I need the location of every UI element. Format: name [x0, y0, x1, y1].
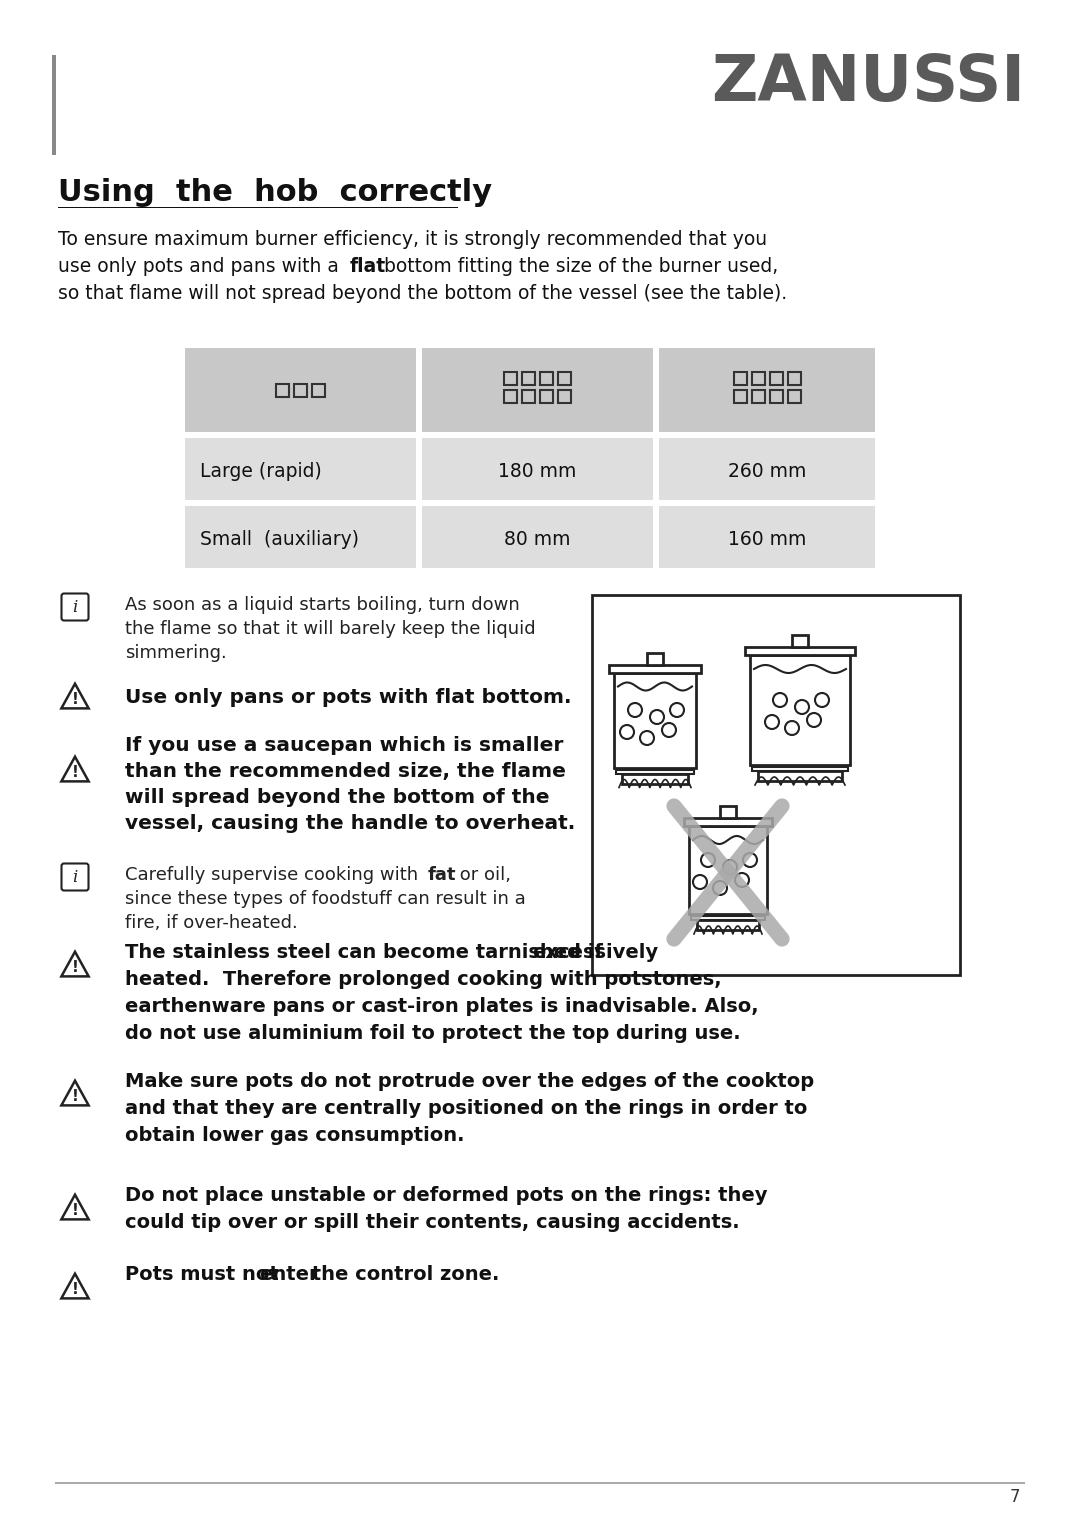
Text: bottom fitting the size of the burner used,: bottom fitting the size of the burner us…	[378, 257, 779, 276]
Bar	[609, 665, 701, 673]
Text: so that flame will not spread beyond the bottom of the vessel (see the table).: so that flame will not spread beyond the…	[58, 283, 787, 303]
Bar	[52, 55, 56, 155]
Text: Small  (auxiliary): Small (auxiliary)	[200, 530, 359, 548]
Text: To ensure maximum burner efficiency, it is strongly recommended that you: To ensure maximum burner efficiency, it …	[58, 230, 767, 250]
Bar	[312, 383, 325, 397]
Text: !: !	[71, 1282, 79, 1298]
Bar	[592, 594, 960, 974]
Bar	[689, 826, 767, 915]
Bar	[752, 371, 765, 385]
Text: As soon as a liquid starts boiling, turn down: As soon as a liquid starts boiling, turn…	[125, 596, 519, 614]
Text: do not use aluminium foil to protect the top during use.: do not use aluminium foil to protect the…	[125, 1023, 741, 1043]
Text: !: !	[71, 1089, 79, 1105]
Bar	[769, 371, 783, 385]
Text: than the recommended size, the flame: than the recommended size, the flame	[125, 761, 566, 781]
Text: If you use a saucepan which is smaller: If you use a saucepan which is smaller	[125, 735, 564, 755]
Text: since these types of foodstuff can result in a: since these types of foodstuff can resul…	[125, 890, 526, 908]
Text: 7: 7	[1010, 1488, 1020, 1506]
Bar	[55, 1481, 1025, 1485]
Bar	[422, 438, 653, 499]
Text: will spread beyond the bottom of the: will spread beyond the bottom of the	[125, 787, 550, 807]
Text: i: i	[72, 599, 78, 616]
Text: Do not place unstable or deformed pots on the rings: they: Do not place unstable or deformed pots o…	[125, 1186, 768, 1206]
Text: 180 mm: 180 mm	[498, 463, 577, 481]
Text: flat: flat	[350, 257, 387, 276]
Bar	[522, 389, 535, 403]
Bar	[787, 389, 800, 403]
Bar	[752, 389, 765, 403]
Bar	[622, 774, 688, 783]
Bar	[750, 656, 850, 764]
Bar	[684, 818, 772, 826]
Text: heated.  Therefore prolonged cooking with potstones,: heated. Therefore prolonged cooking with…	[125, 970, 721, 990]
Text: 160 mm: 160 mm	[728, 530, 806, 548]
Bar	[787, 371, 800, 385]
Text: Carefully supervise cooking with: Carefully supervise cooking with	[125, 866, 423, 884]
Text: Use only pans or pots with flat bottom.: Use only pans or pots with flat bottom.	[125, 688, 571, 706]
Text: Using  the  hob  correctly: Using the hob correctly	[58, 178, 492, 207]
Bar	[294, 383, 307, 397]
Bar	[616, 769, 694, 774]
Bar	[659, 506, 875, 568]
Bar	[504, 389, 517, 403]
Bar	[558, 389, 571, 403]
Bar	[752, 768, 848, 771]
Text: or oil,: or oil,	[454, 866, 511, 884]
Text: could tip over or spill their contents, causing accidents.: could tip over or spill their contents, …	[125, 1213, 740, 1232]
Bar	[185, 438, 416, 499]
Text: vessel, causing the handle to overheat.: vessel, causing the handle to overheat.	[125, 813, 576, 833]
Bar	[185, 348, 416, 432]
Bar	[758, 771, 842, 781]
Text: !: !	[71, 692, 79, 708]
Text: !: !	[71, 961, 79, 976]
Bar	[276, 383, 289, 397]
Bar	[647, 653, 663, 665]
Bar	[422, 506, 653, 568]
Bar	[504, 371, 517, 385]
Text: simmering.: simmering.	[125, 643, 227, 662]
Text: and that they are centrally positioned on the rings in order to: and that they are centrally positioned o…	[125, 1098, 808, 1118]
Bar	[422, 348, 653, 432]
Bar	[697, 921, 759, 930]
Text: enter: enter	[259, 1265, 319, 1284]
Text: earthenware pans or cast-iron plates is inadvisable. Also,: earthenware pans or cast-iron plates is …	[125, 997, 758, 1016]
Bar	[540, 389, 553, 403]
Text: ZANUSSI: ZANUSSI	[711, 52, 1025, 113]
Bar	[522, 371, 535, 385]
FancyBboxPatch shape	[62, 593, 89, 620]
Text: !: !	[71, 766, 79, 780]
Text: Pots must not: Pots must not	[125, 1265, 285, 1284]
Bar	[792, 634, 808, 647]
Text: !: !	[71, 1204, 79, 1218]
Text: Make sure pots do not protrude over the edges of the cooktop: Make sure pots do not protrude over the …	[125, 1072, 814, 1091]
Text: The stainless steel can become tarnished if: The stainless steel can become tarnished…	[125, 944, 609, 962]
Bar	[733, 389, 746, 403]
FancyBboxPatch shape	[62, 864, 89, 890]
Text: obtain lower gas consumption.: obtain lower gas consumption.	[125, 1126, 464, 1144]
Bar	[659, 348, 875, 432]
Bar	[745, 647, 855, 656]
Bar	[540, 371, 553, 385]
Bar	[733, 371, 746, 385]
Bar	[769, 389, 783, 403]
Text: use only pots and pans with a: use only pots and pans with a	[58, 257, 345, 276]
Bar	[558, 371, 571, 385]
Bar	[720, 806, 735, 818]
Text: fire, if over-heated.: fire, if over-heated.	[125, 915, 298, 931]
Text: i: i	[72, 869, 78, 885]
Text: Large (rapid): Large (rapid)	[200, 463, 322, 481]
Text: the control zone.: the control zone.	[305, 1265, 499, 1284]
Text: the flame so that it will barely keep the liquid: the flame so that it will barely keep th…	[125, 620, 536, 637]
Text: fat: fat	[428, 866, 457, 884]
Bar	[185, 506, 416, 568]
Text: 80 mm: 80 mm	[504, 530, 570, 548]
Text: excessively: excessively	[532, 944, 658, 962]
Bar	[659, 438, 875, 499]
Bar	[615, 673, 696, 768]
Bar	[691, 916, 765, 921]
Text: 260 mm: 260 mm	[728, 463, 806, 481]
